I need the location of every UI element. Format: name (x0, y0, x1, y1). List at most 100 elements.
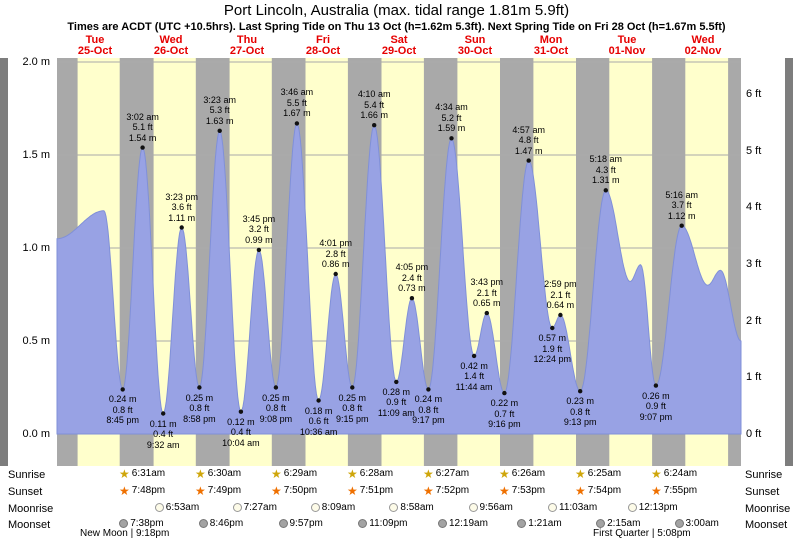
sunset-icon: ★ (423, 483, 434, 498)
moonrise-item: 8:09am (310, 502, 355, 513)
low-tide-annotation: 0.18 m 0.6 ft 10:36 am (299, 405, 338, 437)
day-label: Wed 02-Nov (684, 34, 722, 57)
low-tide-annotation: 0.28 m 0.9 ft 11:09 am (377, 386, 415, 418)
moonrise-item: 12:13pm (627, 502, 678, 513)
feet-tick-label: 1 ft (746, 371, 762, 384)
day-label: Tue 01-Nov (608, 34, 646, 57)
day-label: Sat 29-Oct (381, 34, 417, 57)
moonset-time: 11:09pm (369, 518, 408, 529)
moonset-row-label-left: Moonset (8, 519, 51, 531)
tide-point-dot (653, 383, 659, 388)
moonrise-icon (548, 503, 557, 512)
sunset-item: ★ 7:54pm (575, 483, 622, 498)
sunset-time: 7:54pm (587, 485, 622, 496)
sunset-icon: ★ (575, 483, 586, 498)
moonset-time: 3:00am (685, 518, 719, 529)
high-tide-annotation: 4:34 am 5.2 ft 1.59 m (435, 102, 468, 134)
sunrise-item: ★ 6:27am (423, 466, 469, 481)
meter-tick-label: 0.5 m (22, 335, 50, 347)
sunset-row-label-right: Sunset (745, 486, 780, 498)
moonset-item: 12:19am (438, 518, 488, 529)
sunrise-item: ★ 6:25am (575, 468, 621, 480)
moonset-time: 8:46pm (209, 518, 244, 529)
day-label: Wed 26-Oct (153, 34, 189, 57)
sunset-icon: ★ (651, 483, 662, 498)
sunrise-item: ★ 6:24am (651, 466, 697, 481)
feet-tick-label: 6 ft (746, 87, 762, 100)
high-tide-annotation: 3:46 am 5.5 ft 1.67 m (280, 87, 314, 119)
sunrise-time: 6:29am (283, 468, 318, 479)
tide-curve (56, 122, 742, 435)
high-tide-annotation: 4:01 pm 2.8 ft 0.86 m (319, 238, 352, 269)
left-edge-bar (0, 58, 8, 466)
tide-point-dot (679, 223, 684, 228)
tide-point-dot (426, 387, 431, 392)
page-title: Port Lincoln, Australia (max. tidal rang… (223, 2, 570, 19)
feet-tick-label: 4 ft (746, 201, 762, 214)
moonset-icon (438, 519, 447, 528)
sunset-icon: ★ (271, 483, 282, 498)
first-quarter-label: First Quarter | 5:08pm (593, 528, 691, 539)
moonset-row-label-right: Moonset (745, 519, 788, 531)
low-tide-annotation: 0.26 m 0.9 ft 9:07 pm (639, 390, 673, 422)
sunset-time: 7:53pm (511, 485, 546, 496)
moonrise-icon (627, 503, 637, 512)
sunrise-icon: ★ (271, 466, 282, 481)
sunset-time: 7:49pm (207, 485, 242, 496)
low-tide-annotation: 0.23 m 0.8 ft 9:13 pm (563, 396, 597, 428)
low-tide-annotation: 0.42 m 1.4 ft 11:44 am (455, 360, 493, 392)
moonrise-icon (310, 503, 320, 512)
high-tide-annotation: 3:23 pm 3.6 ft 1.11 m (165, 191, 198, 223)
low-tide-annotation: 0.11 m 0.4 ft 9:32 am (146, 418, 180, 450)
high-tide-annotation: 2:59 pm 2.1 ft 0.64 m (544, 279, 577, 310)
tide-point-dot (502, 390, 507, 396)
high-tide-annotation: 3:45 pm 3.2 ft 0.99 m (242, 213, 276, 245)
sunset-icon: ★ (195, 483, 206, 498)
sunrise-item: ★ 6:28am (347, 466, 393, 481)
tide-point-dot (238, 409, 244, 414)
moonrise-item: 9:56am (468, 502, 513, 513)
moonrise-icon (389, 503, 399, 512)
moonrise-item: 8:58am (389, 502, 434, 513)
high-tide-annotation: 3:23 am 5.3 ft 1.63 m (203, 94, 236, 126)
sunrise-time: 6:31am (131, 468, 166, 479)
high-tide-annotation: 5:16 am 3.7 ft 1.12 m (665, 189, 698, 221)
moonset-icon (119, 519, 129, 528)
tide-point-dot (603, 188, 608, 193)
tide-point-dot (484, 310, 489, 316)
tide-point-dot (471, 353, 477, 359)
moonrise-row-label-right: Moonrise (745, 503, 791, 515)
moonset-item: 11:09pm (358, 518, 407, 529)
moonset-time: 12:19am (449, 518, 488, 529)
tide-point-dot (197, 385, 202, 390)
moonset-item: 8:46pm (198, 518, 244, 529)
moonset-icon (517, 519, 527, 528)
sunrise-icon: ★ (347, 466, 358, 481)
high-tide-annotation: 5:18 am 4.3 ft 1.31 m (589, 154, 623, 186)
sunrise-item: ★ 6:30am (195, 468, 242, 480)
sunrise-time: 6:30am (207, 468, 242, 479)
tide-point-dot (256, 247, 262, 253)
day-label: Mon 31-Oct (533, 34, 569, 57)
sunset-icon: ★ (347, 483, 358, 498)
sunrise-icon: ★ (423, 466, 434, 481)
right-edge-bar (785, 58, 793, 466)
moonrise-time: 6:53am (165, 502, 200, 513)
low-tide-annotation: 0.24 m 0.8 ft 9:17 pm (412, 394, 445, 426)
feet-tick-label: 5 ft (746, 144, 762, 157)
sunrise-icon: ★ (651, 466, 662, 481)
moonset-time: 7:38pm (130, 518, 164, 529)
low-tide-annotation: 0.25 m 0.8 ft 9:15 pm (336, 392, 369, 424)
sunset-item: ★ 7:51pm (347, 483, 393, 498)
tide-point-dot (350, 385, 355, 390)
moonrise-time: 8:58am (400, 502, 434, 513)
moonrise-icon (468, 503, 478, 512)
low-tide-annotation: 0.25 m 0.8 ft 8:58 pm (183, 392, 216, 424)
sunrise-item: ★ 6:31am (119, 468, 166, 480)
moonset-item: 9:57pm (278, 518, 323, 529)
sunset-item: ★ 7:53pm (499, 485, 546, 497)
tide-point-dot (372, 123, 377, 128)
sunset-icon: ★ (119, 483, 130, 498)
tide-point-dot (558, 312, 563, 318)
